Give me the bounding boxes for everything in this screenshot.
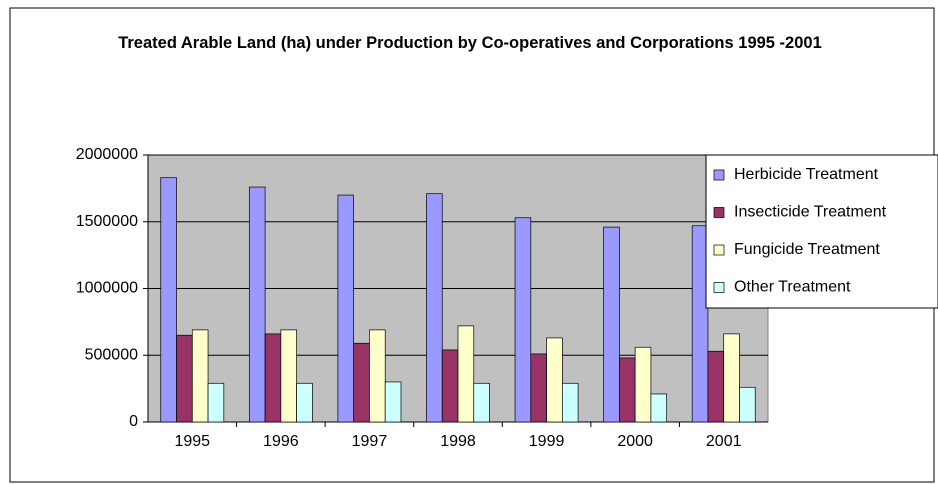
- bar: [723, 333, 740, 423]
- x-tick-label: 1998: [440, 433, 476, 450]
- legend-swatch: [713, 169, 725, 181]
- bar: [176, 334, 193, 423]
- legend-swatch: [713, 282, 725, 293]
- bar: [207, 382, 225, 423]
- bar: [619, 357, 636, 423]
- y-tick-label: 0: [129, 413, 138, 430]
- bar: [441, 349, 459, 423]
- y-tick-label: 2000000: [76, 146, 138, 163]
- bar: [650, 393, 668, 423]
- bar: [191, 329, 209, 423]
- bar: [296, 382, 313, 423]
- bar: [248, 186, 266, 423]
- bar: [337, 194, 355, 423]
- bar: [634, 346, 652, 423]
- bar: [384, 381, 402, 423]
- bar: [739, 386, 756, 423]
- bar: [369, 329, 386, 423]
- bar: [457, 325, 475, 423]
- bar: [473, 382, 490, 423]
- bar: [353, 342, 370, 423]
- x-tick-label: 2000: [617, 433, 653, 450]
- legend-swatch: [713, 244, 725, 256]
- legend-label: Insecticide Treatment: [734, 204, 887, 221]
- legend-label: Herbicide Treatment: [734, 166, 879, 183]
- bar: [160, 177, 177, 423]
- bar: [603, 226, 620, 423]
- bar: [691, 225, 709, 423]
- bar: [530, 353, 547, 423]
- legend-label: Other Treatment: [734, 279, 851, 296]
- x-tick-label: 2001: [706, 433, 742, 450]
- y-tick-label: 1500000: [76, 213, 138, 230]
- bar: [707, 350, 725, 423]
- bar: [264, 333, 282, 423]
- bar: [426, 193, 443, 423]
- legend-box: [705, 154, 938, 309]
- bar: [514, 217, 532, 423]
- bar: [546, 337, 563, 423]
- legend-swatch: [713, 207, 725, 218]
- bar: [561, 382, 579, 423]
- x-tick-label: 1995: [174, 433, 210, 450]
- x-tick-label: 1996: [263, 433, 299, 450]
- y-tick-label: 1000000: [76, 280, 138, 297]
- legend-label: Fungicide Treatment: [734, 241, 880, 258]
- bar: [280, 329, 297, 423]
- y-tick-label: 500000: [85, 346, 138, 363]
- x-tick-label: 1997: [352, 433, 388, 450]
- x-tick-label: 1999: [529, 433, 565, 450]
- chart-title: Treated Arable Land (ha) under Productio…: [118, 34, 822, 52]
